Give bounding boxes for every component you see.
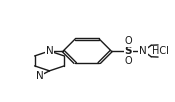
Text: N: N (46, 46, 53, 56)
Text: O: O (125, 56, 132, 66)
Text: N: N (139, 46, 147, 56)
Text: S: S (125, 46, 132, 56)
Text: O: O (125, 36, 132, 46)
Text: N: N (36, 71, 43, 81)
Text: HCl: HCl (152, 45, 169, 55)
